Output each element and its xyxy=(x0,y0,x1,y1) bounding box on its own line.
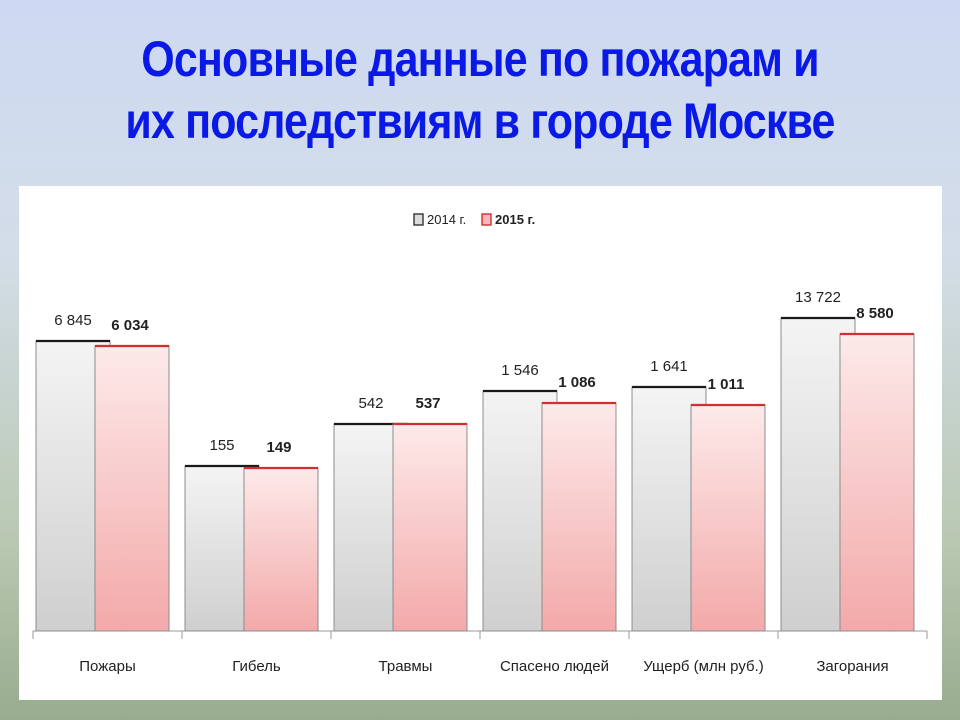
category-label: Пожары xyxy=(79,658,135,675)
legend-label-2015: 2015 г. xyxy=(495,212,535,227)
data-label-2014: 13 722 xyxy=(795,289,841,306)
data-label-2014: 155 xyxy=(209,437,234,454)
bar-2015 xyxy=(243,467,319,632)
data-label-2015: 8 580 xyxy=(856,305,894,322)
category-label: Загорания xyxy=(816,658,888,675)
bar-2015 xyxy=(690,404,766,632)
data-label-2014: 1 641 xyxy=(650,358,688,375)
data-label-2015: 149 xyxy=(266,439,291,456)
category-label: Травмы xyxy=(379,658,433,675)
bar-chart: 6 845 6 034 Пожары 155 149 Гибель 542 537 Травмы… xyxy=(32,212,928,675)
bar-2015 xyxy=(541,402,617,632)
title-line-1: Основные данные по пожарам и xyxy=(141,31,819,87)
data-label-2014: 542 xyxy=(358,395,383,412)
legend-swatch-2015 xyxy=(481,213,492,226)
legend-swatch-2014 xyxy=(413,213,424,226)
data-label-2015: 537 xyxy=(415,395,440,412)
bar-2015 xyxy=(392,423,468,632)
data-label-2015: 1 086 xyxy=(558,374,596,391)
data-label-2015: 6 034 xyxy=(111,317,149,334)
bar-2015 xyxy=(839,333,915,632)
category-label: Ущерб (млн руб.) xyxy=(643,658,764,675)
data-label-2014: 1 546 xyxy=(501,362,539,379)
category-label: Спасено людей xyxy=(500,658,609,675)
data-label-2014: 6 845 xyxy=(54,312,92,329)
bar-2015 xyxy=(94,345,170,632)
title-line-2: их последствиям в городе Москве xyxy=(125,93,835,149)
category-label: Гибель xyxy=(232,658,281,675)
legend-label-2014: 2014 г. xyxy=(427,212,466,227)
slide-title: Основные данные по пожарам и их последст… xyxy=(67,28,893,152)
chart-panel: 6 845 6 034 Пожары 155 149 Гибель 542 537 Травмы… xyxy=(19,186,942,700)
data-label-2015: 1 011 xyxy=(708,376,745,393)
